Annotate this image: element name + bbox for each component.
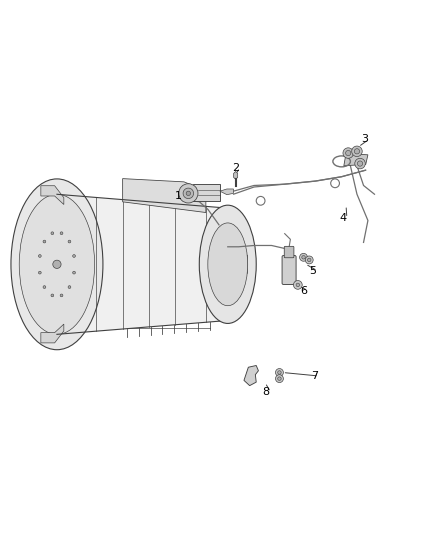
Text: 3: 3	[361, 134, 368, 144]
Ellipse shape	[49, 251, 64, 278]
Circle shape	[343, 148, 353, 158]
Polygon shape	[220, 189, 233, 195]
Polygon shape	[41, 185, 64, 205]
Ellipse shape	[42, 237, 72, 292]
Circle shape	[305, 256, 313, 264]
Ellipse shape	[199, 205, 256, 324]
Circle shape	[300, 253, 307, 261]
Ellipse shape	[27, 209, 87, 320]
Circle shape	[276, 375, 283, 383]
Circle shape	[354, 149, 360, 154]
Polygon shape	[244, 366, 258, 386]
Text: 8: 8	[263, 387, 270, 397]
Circle shape	[293, 280, 302, 289]
Text: 2: 2	[232, 163, 239, 173]
Ellipse shape	[208, 223, 248, 306]
Polygon shape	[41, 324, 64, 343]
Circle shape	[357, 161, 363, 166]
Polygon shape	[233, 172, 238, 179]
Circle shape	[179, 184, 198, 203]
Circle shape	[39, 271, 41, 274]
Polygon shape	[344, 154, 368, 166]
Circle shape	[355, 158, 365, 169]
Circle shape	[43, 240, 46, 243]
Text: 5: 5	[310, 266, 317, 276]
Circle shape	[296, 283, 300, 287]
Text: 7: 7	[311, 371, 318, 381]
Ellipse shape	[35, 223, 79, 305]
Polygon shape	[57, 194, 228, 334]
Circle shape	[73, 271, 75, 274]
FancyBboxPatch shape	[282, 255, 296, 285]
Circle shape	[60, 232, 63, 235]
Ellipse shape	[11, 179, 103, 350]
Circle shape	[307, 258, 311, 262]
Circle shape	[68, 240, 71, 243]
Circle shape	[346, 150, 351, 156]
Circle shape	[43, 286, 46, 288]
Polygon shape	[228, 247, 247, 282]
Circle shape	[302, 255, 305, 259]
Circle shape	[53, 260, 61, 269]
Ellipse shape	[19, 194, 95, 334]
Polygon shape	[123, 179, 206, 213]
Circle shape	[278, 371, 281, 374]
Circle shape	[186, 191, 191, 196]
FancyBboxPatch shape	[284, 246, 294, 258]
FancyBboxPatch shape	[193, 184, 220, 201]
Text: 6: 6	[300, 286, 307, 296]
Circle shape	[278, 377, 281, 381]
Circle shape	[51, 294, 54, 297]
Circle shape	[51, 232, 54, 235]
Text: 1: 1	[175, 191, 182, 201]
Circle shape	[352, 146, 362, 157]
Circle shape	[39, 255, 41, 257]
Circle shape	[183, 188, 194, 199]
Circle shape	[276, 368, 283, 376]
Circle shape	[73, 255, 75, 257]
Circle shape	[68, 286, 71, 288]
Text: 4: 4	[339, 213, 346, 223]
Circle shape	[60, 294, 63, 297]
